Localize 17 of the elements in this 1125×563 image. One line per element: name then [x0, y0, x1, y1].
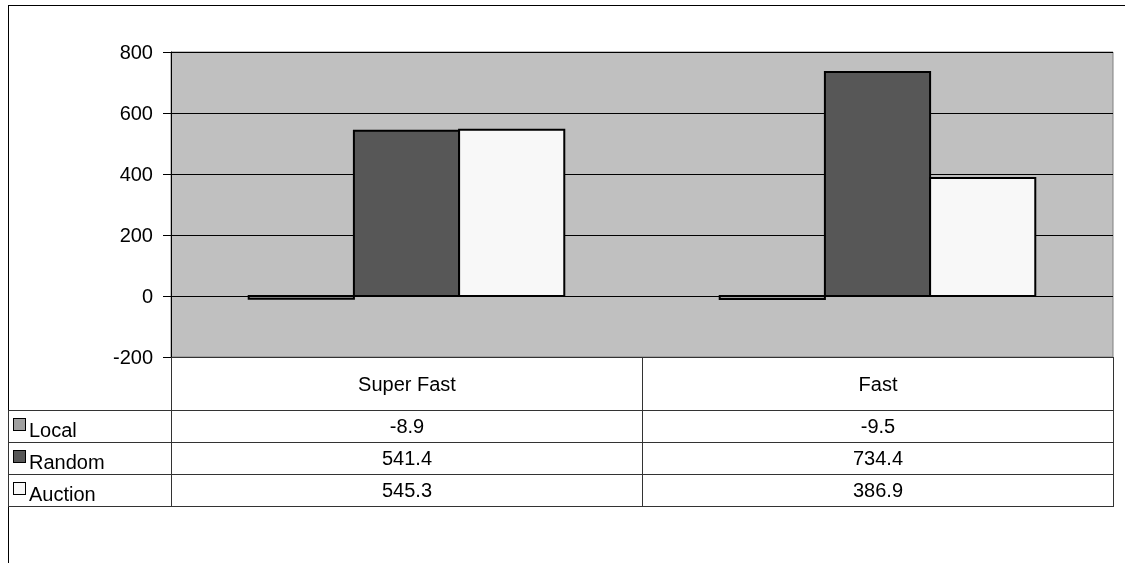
- data-label: 541.4: [171, 442, 643, 475]
- y-tick-label: 0: [141, 285, 153, 307]
- y-tick-label: 200: [119, 224, 153, 246]
- y-tick-label: 400: [119, 163, 153, 185]
- legend-label: Auction: [8, 474, 172, 507]
- y-tick-label: 800: [119, 41, 153, 63]
- legend-label: Local: [8, 410, 172, 443]
- x-tick-label: Super Fast: [171, 357, 643, 411]
- data-label: 386.9: [642, 474, 1114, 507]
- data-label: 545.3: [171, 474, 643, 507]
- y-tick-label: -200: [112, 346, 153, 368]
- x-tick-label: Fast: [642, 357, 1114, 411]
- data-label: 734.4: [642, 442, 1114, 475]
- legend-label: Random: [8, 442, 172, 475]
- y-tick-label: 600: [119, 102, 153, 124]
- data-label: -9.5: [642, 410, 1114, 443]
- data-label: -8.9: [171, 410, 643, 443]
